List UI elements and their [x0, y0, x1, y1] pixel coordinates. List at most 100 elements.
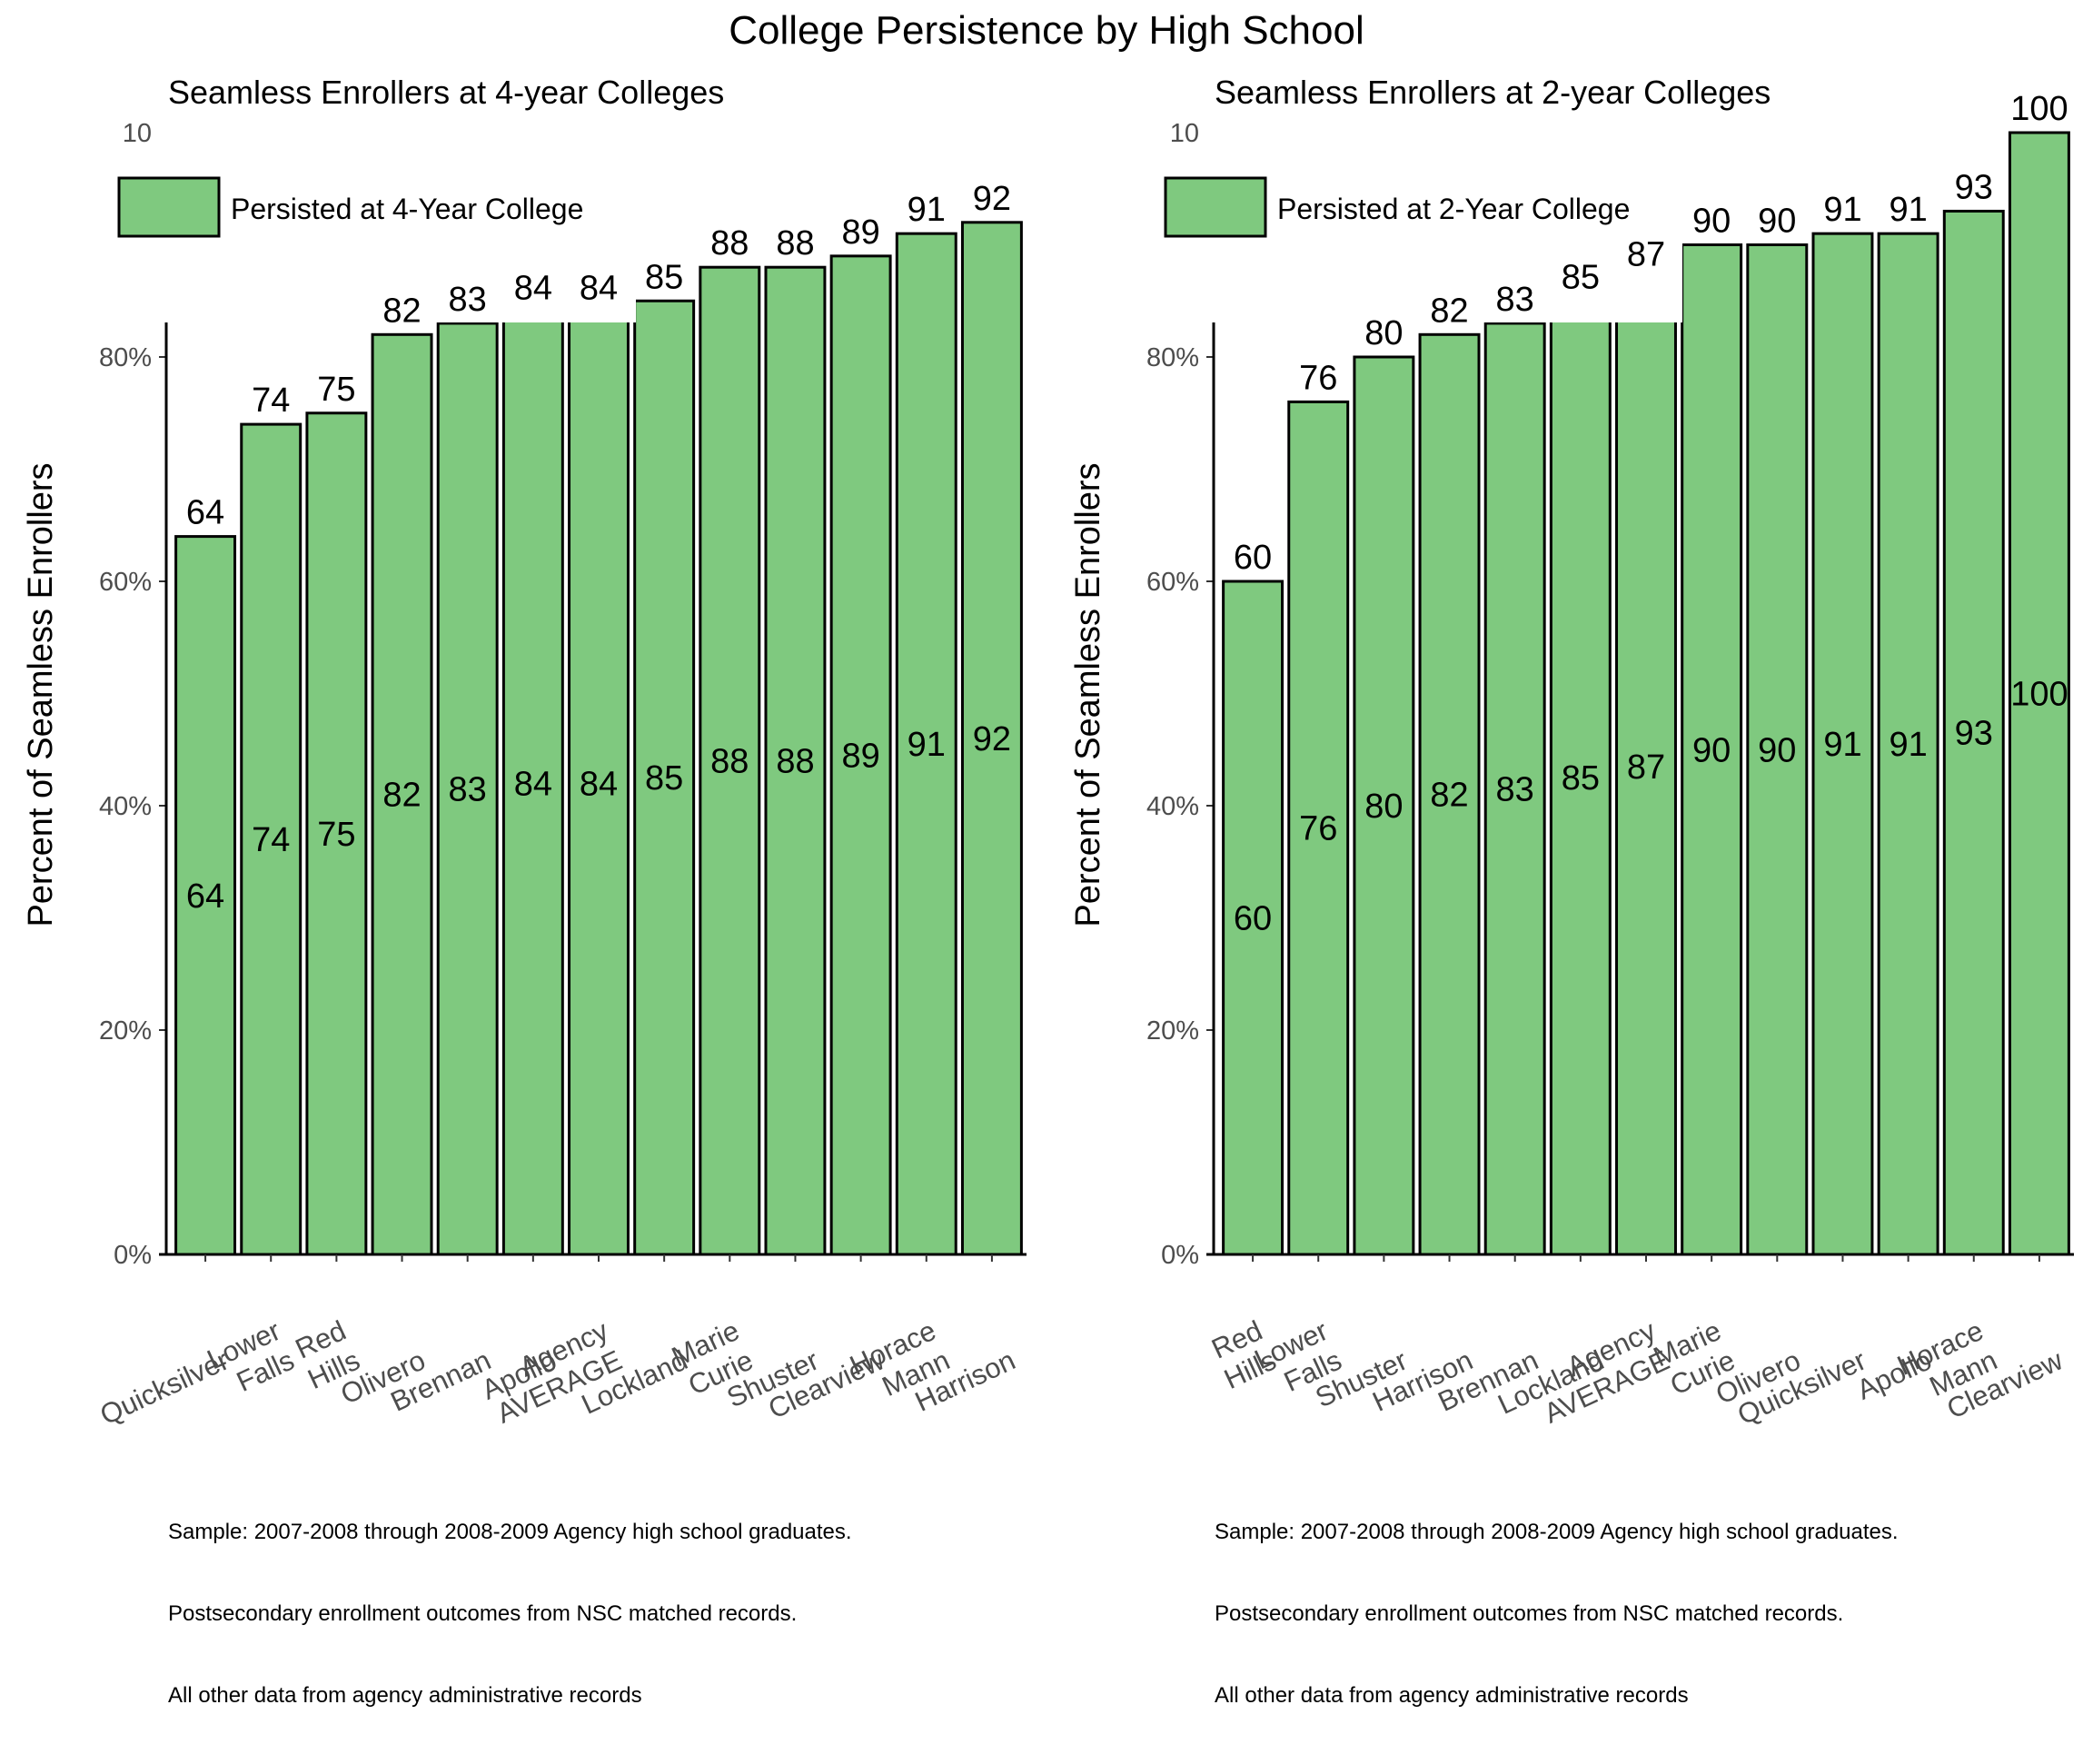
- bar-mid-label: 74: [252, 821, 290, 859]
- x-tick-label: LowerFalls: [203, 1314, 300, 1405]
- bar-top-label: 74: [252, 382, 290, 420]
- legend-swatch: [1164, 176, 1267, 238]
- panel-4-year: Seamless Enrollers at 4-year Colleges 0% 2…: [22, 74, 1027, 1431]
- y-axis-label: Percent of Seamless Enrollers: [1069, 462, 1107, 927]
- bar: [305, 411, 368, 1256]
- bar-mid-label: 87: [1627, 748, 1665, 787]
- bar-top-label: 88: [776, 224, 814, 263]
- y-tick-label: 10: [123, 119, 152, 148]
- y-tick-label: 80%: [1146, 343, 1199, 372]
- bar-mid-label: 83: [1496, 770, 1534, 808]
- y-tick-label: 0%: [1161, 1241, 1199, 1270]
- chart-figure: College Persistence by High School Seaml…: [22, 8, 2074, 1708]
- bar-top-label: 84: [580, 270, 618, 308]
- chart-title: College Persistence by High School: [729, 8, 1364, 53]
- bar-mid-label: 90: [1758, 731, 1796, 769]
- bar: [1287, 400, 1350, 1256]
- bar-mid-label: 93: [1955, 715, 1993, 753]
- footnote-line: All other data from agency administrativ…: [1215, 1683, 1689, 1708]
- y-tick-label: 80%: [99, 343, 152, 372]
- legend: Persisted at 4-Year College: [117, 164, 636, 322]
- legend: Persisted at 2-Year College: [1164, 164, 1682, 322]
- bar-mid-label: 91: [908, 726, 946, 764]
- y-tick-label: 20%: [1146, 1016, 1199, 1046]
- legend-label: Persisted at 4-Year College: [231, 193, 583, 225]
- bar-mid-label: 85: [645, 759, 683, 798]
- y-tick-label: 10: [1170, 119, 1199, 148]
- bar: [2008, 131, 2070, 1256]
- bar-mid-label: 83: [449, 770, 487, 808]
- bar-top-label: 88: [710, 224, 749, 263]
- bar-top-label: 85: [1562, 258, 1600, 296]
- bar-top-label: 60: [1234, 539, 1272, 577]
- bar-top-label: 91: [908, 191, 946, 229]
- bar-mid-label: 90: [1692, 731, 1731, 769]
- legend-swatch: [117, 176, 221, 238]
- chart-canvas: College Persistence by High School Seaml…: [22, 8, 2074, 1431]
- bar-top-label: 87: [1627, 236, 1665, 274]
- bar-top-label: 82: [382, 292, 421, 330]
- bar-top-label: 83: [449, 281, 487, 319]
- y-tick-label: 40%: [99, 792, 152, 821]
- bar-mid-label: 91: [1889, 726, 1927, 764]
- panel-2-year: Seamless Enrollers at 2-year Colleges 0% 2…: [1069, 74, 2074, 1431]
- bar: [1353, 355, 1415, 1256]
- bar-top-label: 84: [514, 270, 552, 308]
- bar: [960, 221, 1023, 1256]
- bar-top-label: 64: [186, 494, 224, 532]
- bar: [829, 254, 892, 1256]
- bar-mid-label: 84: [580, 765, 618, 803]
- bar-top-label: 83: [1496, 281, 1534, 319]
- bar-top-label: 75: [317, 371, 355, 409]
- y-tick-label: 20%: [99, 1016, 152, 1046]
- bar-mid-label: 100: [2010, 676, 2068, 714]
- bar-mid-label: 91: [1823, 726, 1861, 764]
- y-tick-label: 60%: [1146, 568, 1199, 597]
- bar-top-label: 80: [1364, 314, 1403, 352]
- bar-mid-label: 60: [1234, 900, 1272, 938]
- bar: [371, 332, 433, 1256]
- panel-subtitle: Seamless Enrollers at 2-year Colleges: [1215, 74, 1771, 111]
- y-tick-label: 0%: [114, 1241, 152, 1270]
- bar-top-label: 90: [1692, 203, 1731, 241]
- bar-top-label: 91: [1889, 191, 1927, 229]
- footnote-line: All other data from agency administrativ…: [168, 1683, 642, 1708]
- bar: [895, 232, 957, 1256]
- bar-top-label: 92: [973, 180, 1011, 218]
- panel-subtitle: Seamless Enrollers at 4-year Colleges: [168, 74, 724, 111]
- bar-top-label: 93: [1955, 168, 1993, 206]
- bar-mid-label: 84: [514, 765, 552, 803]
- bar: [1811, 232, 1874, 1256]
- bar-mid-label: 80: [1364, 788, 1403, 826]
- bar-top-label: 100: [2010, 90, 2068, 128]
- bar-mid-label: 76: [1299, 810, 1337, 848]
- bar-mid-label: 75: [317, 816, 355, 854]
- bar-mid-label: 92: [973, 720, 1011, 758]
- y-tick-label: 60%: [99, 568, 152, 597]
- bar: [699, 265, 761, 1256]
- x-tick-label: RedHills: [1205, 1314, 1281, 1395]
- footnote-line: Postsecondary enrollment outcomes from N…: [168, 1601, 798, 1626]
- bar-mid-label: 82: [382, 777, 421, 815]
- bar: [1746, 243, 1809, 1256]
- bar-mid-label: 88: [776, 743, 814, 781]
- bar-mid-label: 82: [1430, 777, 1468, 815]
- bar-mid-label: 89: [841, 737, 879, 775]
- footnote-line: Sample: 2007-2008 through 2008-2009 Agen…: [168, 1520, 852, 1544]
- bar-top-label: 90: [1758, 203, 1796, 241]
- footnote-line: Sample: 2007-2008 through 2008-2009 Agen…: [1215, 1520, 1899, 1544]
- bar: [633, 299, 696, 1256]
- y-tick-label: 40%: [1146, 792, 1199, 821]
- bar-mid-label: 88: [710, 743, 749, 781]
- bar-top-label: 91: [1823, 191, 1861, 229]
- legend-label: Persisted at 2-Year College: [1277, 193, 1630, 225]
- bar-mid-label: 64: [186, 877, 224, 916]
- bar-top-label: 76: [1299, 359, 1337, 397]
- footnote-line: Postsecondary enrollment outcomes from N…: [1215, 1601, 1844, 1626]
- bar: [764, 265, 827, 1256]
- bar: [1418, 332, 1481, 1256]
- y-axis-label: Percent of Seamless Enrollers: [22, 462, 60, 927]
- bar-top-label: 85: [645, 258, 683, 296]
- bar-top-label: 82: [1430, 292, 1468, 330]
- bar: [174, 535, 237, 1256]
